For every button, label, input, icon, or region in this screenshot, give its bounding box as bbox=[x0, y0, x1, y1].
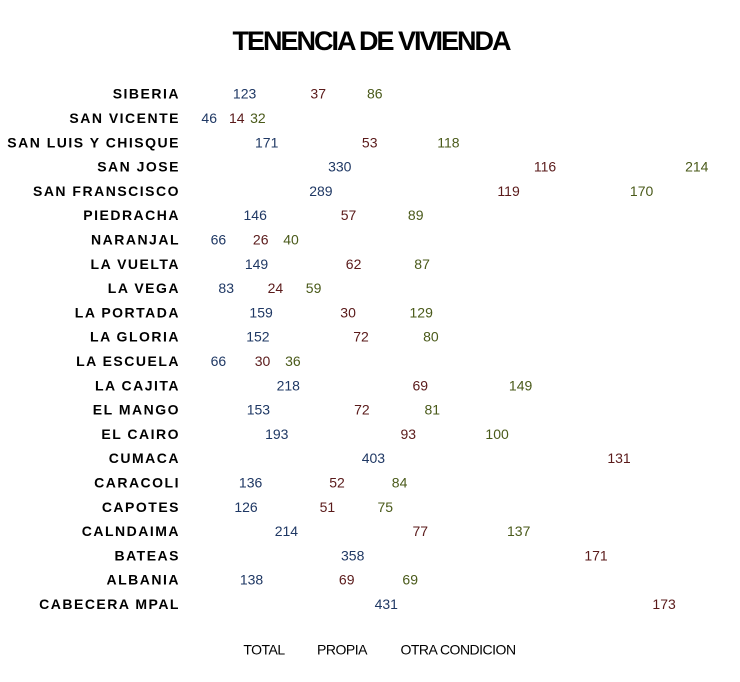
value-label-total: 83 bbox=[218, 280, 234, 296]
category-label: CUMACA bbox=[109, 450, 180, 466]
value-label-total: 218 bbox=[277, 377, 301, 393]
value-label-otra-condicion: 87 bbox=[414, 256, 430, 272]
category-label: LA CAJITA bbox=[95, 377, 180, 393]
value-label-propia: 24 bbox=[268, 280, 284, 296]
category-label: LA VEGA bbox=[108, 280, 180, 296]
value-label-otra-condicion: 118 bbox=[437, 134, 460, 150]
value-label-propia: 53 bbox=[362, 134, 378, 150]
value-label-propia: 77 bbox=[413, 523, 429, 539]
value-label-otra-condicion: 214 bbox=[685, 159, 709, 175]
value-label-otra-condicion: 89 bbox=[408, 207, 424, 223]
value-label-propia: 131 bbox=[607, 450, 631, 466]
value-label-total: 330 bbox=[328, 159, 352, 175]
value-label-total: 171 bbox=[255, 134, 279, 150]
category-label: LA ESCUELA bbox=[76, 353, 180, 369]
value-label-total: 153 bbox=[247, 402, 271, 418]
legend-item-otra-condicion: OTRA CONDICION bbox=[400, 642, 515, 658]
category-label: PIEDRACHA bbox=[83, 207, 180, 223]
value-label-total: 66 bbox=[211, 353, 227, 369]
value-label-propia: 52 bbox=[329, 475, 345, 491]
category-label: SAN VICENTE bbox=[69, 110, 180, 126]
value-label-total: 214 bbox=[275, 523, 299, 539]
legend-item-propia: PROPIA bbox=[317, 642, 368, 658]
category-label: SAN LUIS Y CHISQUE bbox=[7, 134, 180, 150]
value-label-otra-condicion: 75 bbox=[378, 499, 394, 515]
category-label: CALNDAIMA bbox=[82, 523, 180, 539]
value-label-otra-condicion: 86 bbox=[367, 86, 383, 102]
value-label-propia: 116 bbox=[534, 159, 557, 175]
value-label-propia: 69 bbox=[339, 572, 355, 588]
category-label: EL CAIRO bbox=[101, 426, 180, 442]
value-label-otra-condicion: 100 bbox=[485, 426, 509, 442]
value-label-propia: 72 bbox=[354, 402, 370, 418]
category-label: CAPOTES bbox=[102, 499, 180, 515]
value-label-propia: 37 bbox=[310, 86, 326, 102]
value-label-otra-condicion: 69 bbox=[402, 572, 418, 588]
category-labels: SIBERIA SAN VICENTE SAN LUIS Y CHISQUE SAN … bbox=[7, 86, 181, 612]
value-label-propia: 93 bbox=[401, 426, 417, 442]
category-label: LA VUELTA bbox=[91, 256, 180, 272]
category-label: BATEAS bbox=[114, 547, 180, 563]
value-label-total: 193 bbox=[265, 426, 289, 442]
value-label-otra-condicion: 40 bbox=[283, 232, 299, 248]
legend-item-total: TOTAL bbox=[243, 642, 285, 658]
value-label-total: 126 bbox=[234, 499, 258, 515]
category-label: EL MANGO bbox=[93, 402, 180, 418]
value-label-otra-condicion: 137 bbox=[507, 523, 531, 539]
category-label: LA GLORIA bbox=[90, 329, 180, 345]
value-label-otra-condicion: 129 bbox=[410, 304, 434, 320]
value-label-total: 146 bbox=[244, 207, 268, 223]
value-label-total: 138 bbox=[240, 572, 264, 588]
value-label-propia: 26 bbox=[253, 232, 269, 248]
value-label-otra-condicion: 80 bbox=[423, 329, 439, 345]
value-label-otra-condicion: 32 bbox=[250, 110, 266, 126]
value-label-propia: 62 bbox=[346, 256, 362, 272]
value-label-total: 123 bbox=[233, 86, 257, 102]
value-label-otra-condicion: 81 bbox=[425, 402, 441, 418]
value-label-propia: 14 bbox=[229, 110, 245, 126]
value-label-otra-condicion: 149 bbox=[509, 377, 533, 393]
category-label: SAN JOSE bbox=[97, 159, 180, 175]
category-label: LA PORTADA bbox=[75, 304, 180, 320]
value-label-total: 152 bbox=[246, 329, 270, 345]
value-label-total: 136 bbox=[239, 475, 263, 491]
value-label-propia: 57 bbox=[341, 207, 357, 223]
chart-title: TENENCIA DE VIVIENDA bbox=[232, 26, 511, 56]
value-label-propia: 30 bbox=[255, 353, 271, 369]
value-label-propia: 171 bbox=[584, 547, 608, 563]
value-label-propia: 30 bbox=[340, 304, 356, 320]
legend: TOTAL PROPIA OTRA CONDICION bbox=[243, 642, 516, 658]
value-label-propia: 173 bbox=[652, 596, 676, 612]
category-label: SIBERIA bbox=[113, 86, 180, 102]
value-label-propia: 72 bbox=[353, 329, 369, 345]
value-label-total: 358 bbox=[341, 547, 365, 563]
value-label-otra-condicion: 36 bbox=[285, 353, 301, 369]
value-label-propia: 51 bbox=[320, 499, 336, 515]
category-label: CABECERA MPAL bbox=[39, 596, 180, 612]
value-label-otra-condicion: 59 bbox=[306, 280, 322, 296]
category-label: SAN FRANSCISCO bbox=[33, 183, 180, 199]
value-label-propia: 69 bbox=[413, 377, 429, 393]
value-label-otra-condicion: 170 bbox=[630, 183, 654, 199]
category-label: NARANJAL bbox=[91, 232, 180, 248]
value-label-total: 403 bbox=[362, 450, 386, 466]
category-label: ALBANIA bbox=[107, 572, 181, 588]
value-labels: 123 37 86 46 14 32 171 53 118 330 116 214 289 119 170 1… bbox=[201, 86, 709, 612]
value-label-total: 46 bbox=[201, 110, 217, 126]
value-label-propia: 119 bbox=[497, 183, 520, 199]
category-label: CARACOLI bbox=[94, 475, 180, 491]
value-label-total: 431 bbox=[375, 596, 399, 612]
value-label-total: 66 bbox=[211, 232, 227, 248]
value-label-total: 149 bbox=[245, 256, 269, 272]
value-label-total: 289 bbox=[309, 183, 333, 199]
value-label-total: 159 bbox=[249, 304, 273, 320]
value-label-otra-condicion: 84 bbox=[392, 475, 408, 491]
